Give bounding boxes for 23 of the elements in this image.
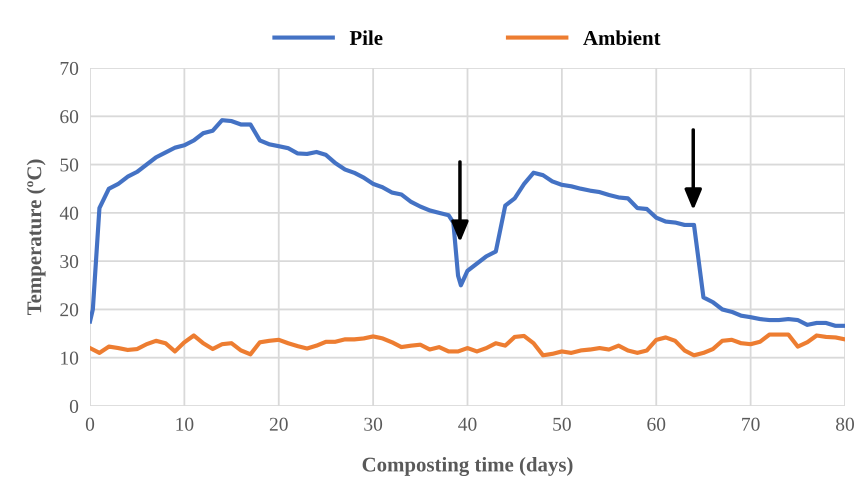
y-tick-label: 20 bbox=[60, 303, 78, 316]
line-series bbox=[90, 118, 845, 328]
x-tick-label: 20 bbox=[270, 418, 288, 431]
x-tick-label: 10 bbox=[176, 418, 194, 431]
y-tick-label: 70 bbox=[60, 62, 78, 75]
x-tick-label: 40 bbox=[458, 418, 476, 431]
y-tick-label: 40 bbox=[60, 206, 78, 220]
y-tick-label: 10 bbox=[61, 352, 78, 365]
x-tick-label: 0 bbox=[86, 418, 94, 431]
x-tick-label: 60 bbox=[647, 418, 666, 431]
legend-label: Ambient bbox=[583, 30, 660, 46]
legend-label: Pile bbox=[350, 30, 382, 46]
x-axis-title: Composting time (days) bbox=[362, 456, 572, 476]
y-tick-label: 30 bbox=[60, 254, 78, 268]
x-tick-label: 50 bbox=[553, 418, 571, 431]
x-tick-label: 70 bbox=[742, 418, 760, 431]
y-tick-label: 0 bbox=[70, 400, 78, 413]
x-tick-label: 30 bbox=[364, 418, 382, 431]
line-series bbox=[90, 332, 845, 358]
x-tick-label: 80 bbox=[836, 418, 854, 431]
y-tick-label: 60 bbox=[60, 110, 78, 124]
y-axis-title: Temperature (ºC) bbox=[26, 160, 46, 316]
y-tick-label: 50 bbox=[60, 158, 78, 172]
